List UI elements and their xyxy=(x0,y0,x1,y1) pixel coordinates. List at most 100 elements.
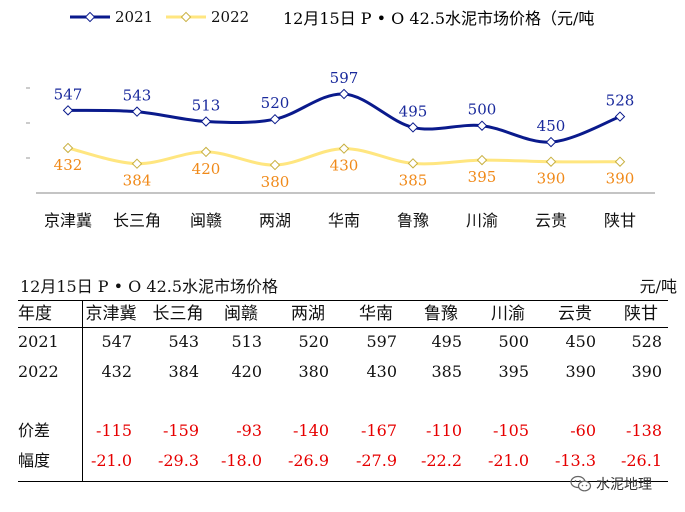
data-label-2021-闽赣: 513 xyxy=(192,96,221,114)
category-label-长三角: 长三角 xyxy=(113,211,161,230)
table-cell: -110 xyxy=(426,421,462,440)
table-label-divider xyxy=(82,300,83,482)
table-header-鲁豫: 鲁豫 xyxy=(424,304,458,324)
table-row-幅度: 幅度 -21.0 -29.3 -18.0 -26.9 -27.9 -22.2 -21.0 -13… xyxy=(18,448,668,474)
data-label-2021-川渝: 500 xyxy=(468,101,497,119)
table-cell: 500 xyxy=(498,332,529,351)
table-cell: 513 xyxy=(231,332,262,351)
table-cell: -22.2 xyxy=(420,451,462,470)
table-cell: 432 xyxy=(101,362,132,381)
category-label-华南: 华南 xyxy=(328,211,360,230)
table-cell: 520 xyxy=(298,332,329,351)
table-row-label: 2021 xyxy=(18,332,59,351)
table-cell: -159 xyxy=(163,421,199,440)
category-label-闽赣: 闽赣 xyxy=(190,211,222,230)
point-2022-两湖 xyxy=(269,159,281,171)
line-chart: 2021 2022 12月15日 P • O 42.5水泥市场价格（元/吨 547… xyxy=(26,8,655,230)
table-cell: -18.0 xyxy=(220,451,262,470)
series-2021: 547 543 513 520 597 495 500 450 528 xyxy=(54,69,635,148)
data-label-2022-京津冀: 432 xyxy=(54,156,83,174)
price-table: 年度 京津冀 长三角 闽赣 两湖 华南 鲁豫 川渝 云贵 陕甘 2021 547 543 513 520 59… xyxy=(18,300,668,482)
legend-marker-2022 xyxy=(180,11,192,23)
category-label-陕甘: 陕甘 xyxy=(604,211,636,230)
table-header-两湖: 两湖 xyxy=(291,304,325,324)
data-label-2022-闽赣: 420 xyxy=(192,160,221,178)
category-label-云贵: 云贵 xyxy=(535,211,567,230)
table-cell: -21.0 xyxy=(487,451,529,470)
table-cell: 420 xyxy=(231,362,262,381)
point-2022-陕甘 xyxy=(614,156,626,167)
table-cell: 543 xyxy=(168,332,199,351)
table-cell: 395 xyxy=(498,362,529,381)
category-label-川渝: 川渝 xyxy=(466,211,498,230)
table-cell: -105 xyxy=(493,421,529,440)
data-label-2021-云贵: 450 xyxy=(537,117,566,135)
table-header-云贵: 云贵 xyxy=(558,304,592,324)
table-cell: -140 xyxy=(293,421,329,440)
data-label-2021-华南: 597 xyxy=(330,69,359,87)
data-label-2021-两湖: 520 xyxy=(261,94,290,112)
category-labels: 京津冀 长三角 闽赣 两湖 华南 鲁豫 川渝 云贵 陕甘 xyxy=(44,211,636,230)
table-header-长三角: 长三角 xyxy=(152,304,204,324)
point-2021-两湖 xyxy=(269,113,281,125)
table-cell: 390 xyxy=(565,362,596,381)
table-row-2022: 2022 432 384 420 380 430 385 395 390 390 xyxy=(18,359,668,385)
data-label-2022-鲁豫: 385 xyxy=(399,171,428,189)
table-header-rule xyxy=(18,327,668,328)
point-2021-京津冀 xyxy=(62,105,74,116)
series-2022: 432 384 420 380 430 385 395 390 390 xyxy=(54,142,635,191)
point-2022-云贵 xyxy=(545,156,557,167)
table-cell: -60 xyxy=(570,421,596,440)
point-2022-华南 xyxy=(338,143,350,154)
table-row-label: 价差 xyxy=(18,421,51,440)
legend-label-2021: 2021 xyxy=(115,8,153,26)
table-cell: -21.0 xyxy=(90,451,132,470)
table-header-陕甘: 陕甘 xyxy=(624,304,658,324)
table-title: 12月15日 P • O 42.5水泥市场价格 xyxy=(20,277,279,296)
table-row-label: 2022 xyxy=(18,362,59,381)
chart-axis xyxy=(26,87,655,194)
table-cell: 430 xyxy=(366,362,397,381)
point-2022-京津冀 xyxy=(62,142,74,154)
table-cell: 495 xyxy=(431,332,462,351)
table-header-row: 年度 京津冀 长三角 闽赣 两湖 华南 鲁豫 川渝 云贵 陕甘 xyxy=(18,301,668,327)
point-2021-鲁豫 xyxy=(407,122,419,133)
table-header-川渝: 川渝 xyxy=(491,304,525,324)
table-row-2021: 2021 547 543 513 520 597 495 500 450 528 xyxy=(18,329,668,355)
wechat-icon xyxy=(570,475,592,492)
point-2022-鲁豫 xyxy=(407,158,419,169)
point-2021-陕甘 xyxy=(614,111,626,122)
table-header-闽赣: 闽赣 xyxy=(224,304,258,324)
point-2021-华南 xyxy=(338,88,350,100)
table-cell: -167 xyxy=(361,421,397,440)
data-label-2022-云贵: 390 xyxy=(537,170,566,188)
table-top-rule xyxy=(18,300,668,301)
data-label-2022-华南: 430 xyxy=(330,157,359,175)
table-cell: -115 xyxy=(96,421,132,440)
chart-title: 12月15日 P • O 42.5水泥市场价格（元/吨 xyxy=(283,9,594,28)
table-row-价差: 价差 -115 -159 -93 -140 -167 -110 -105 -60 -138 xyxy=(18,418,668,444)
data-label-2022-两湖: 380 xyxy=(261,173,290,191)
legend-marker-2021 xyxy=(84,11,96,23)
legend-label-2022: 2022 xyxy=(211,8,249,26)
data-label-2022-川渝: 395 xyxy=(468,168,497,186)
table-cell: 528 xyxy=(631,332,662,351)
data-label-2022-长三角: 384 xyxy=(123,172,152,190)
category-label-两湖: 两湖 xyxy=(259,211,291,230)
table-cell: -13.3 xyxy=(554,451,596,470)
table-bottom-rule xyxy=(18,481,668,482)
point-2021-闽赣 xyxy=(200,116,212,127)
point-2021-云贵 xyxy=(545,136,557,148)
table-cell: 547 xyxy=(101,332,132,351)
category-label-京津冀: 京津冀 xyxy=(44,211,92,230)
data-label-2022-陕甘: 390 xyxy=(606,170,635,188)
chart-legend: 2021 2022 xyxy=(70,8,249,26)
table-cell: -26.1 xyxy=(620,451,662,470)
table-cell: 597 xyxy=(366,332,397,351)
table-row-label: 幅度 xyxy=(18,451,51,470)
data-label-2021-陕甘: 528 xyxy=(606,92,635,110)
point-2022-川渝 xyxy=(476,154,488,166)
point-2022-长三角 xyxy=(131,158,143,169)
table-cell: -138 xyxy=(626,421,662,440)
